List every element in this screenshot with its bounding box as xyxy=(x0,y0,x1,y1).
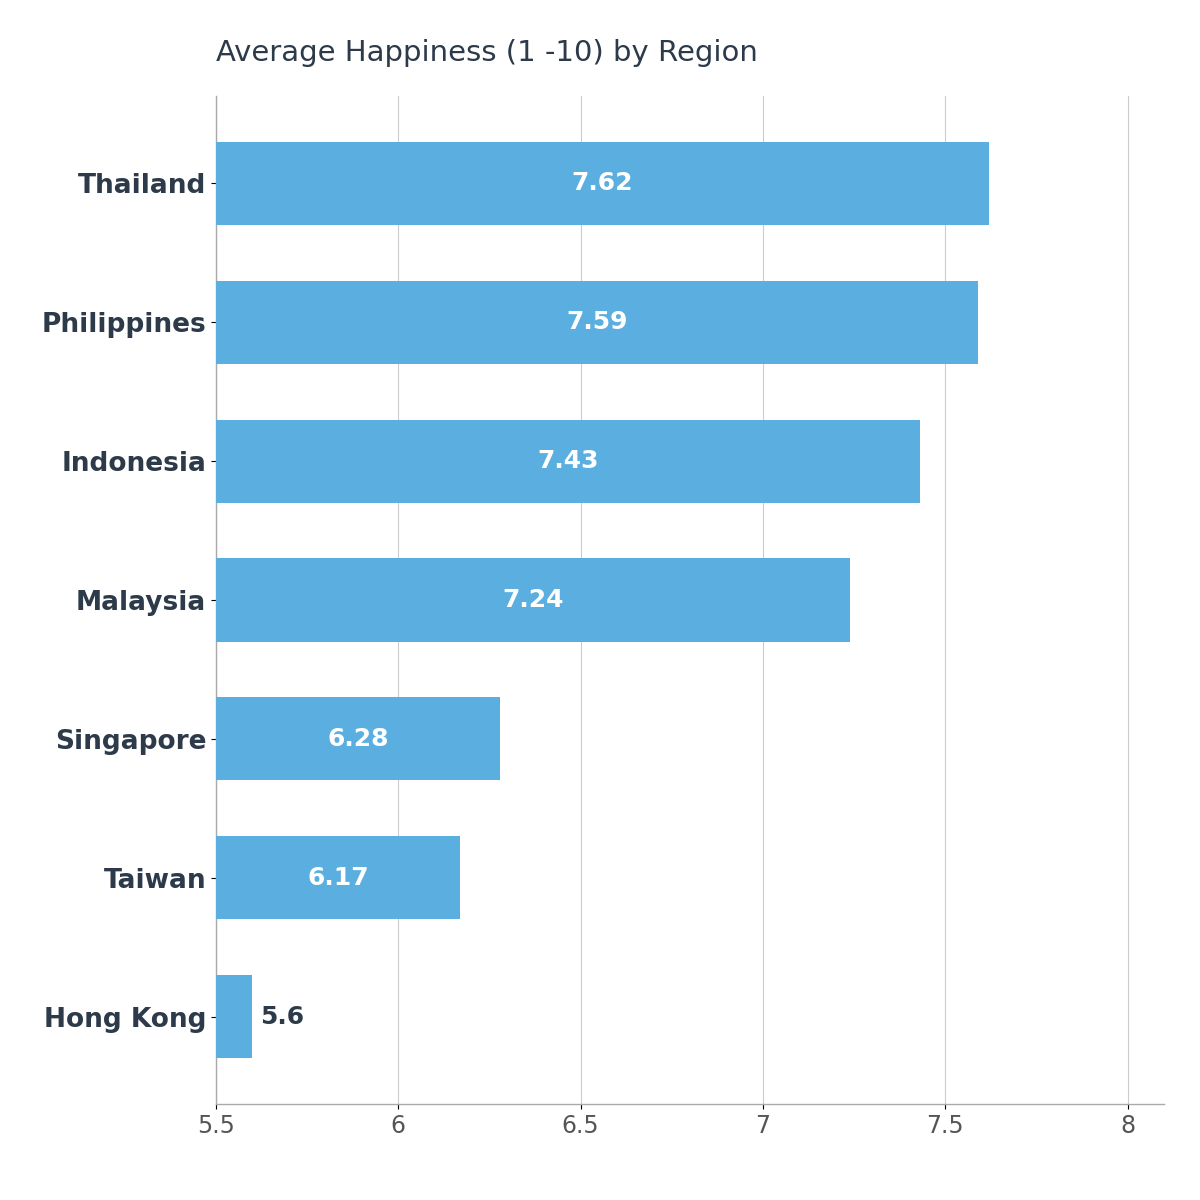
Bar xyxy=(216,142,989,226)
Text: 6.17: 6.17 xyxy=(307,865,368,889)
Text: 7.43: 7.43 xyxy=(538,449,599,473)
Text: 5.6: 5.6 xyxy=(259,1004,304,1028)
Text: 7.24: 7.24 xyxy=(503,588,564,612)
Text: 7.62: 7.62 xyxy=(571,172,634,196)
Text: 7.59: 7.59 xyxy=(566,311,628,335)
Bar xyxy=(216,974,252,1058)
Bar xyxy=(216,836,461,919)
Text: 6.28: 6.28 xyxy=(328,727,389,751)
Bar xyxy=(216,420,919,503)
Bar xyxy=(216,281,978,364)
Bar xyxy=(216,697,500,780)
Text: Average Happiness (1 -10) by Region: Average Happiness (1 -10) by Region xyxy=(216,40,758,67)
Bar xyxy=(216,558,851,642)
